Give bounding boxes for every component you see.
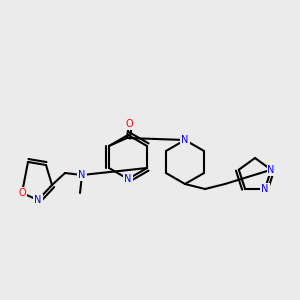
Text: N: N: [181, 135, 189, 145]
Text: N: N: [78, 170, 86, 180]
Text: O: O: [125, 119, 133, 129]
Text: O: O: [18, 188, 26, 198]
Text: N: N: [261, 184, 269, 194]
Text: N: N: [124, 174, 132, 184]
Text: N: N: [268, 165, 275, 175]
Text: N: N: [34, 195, 42, 205]
